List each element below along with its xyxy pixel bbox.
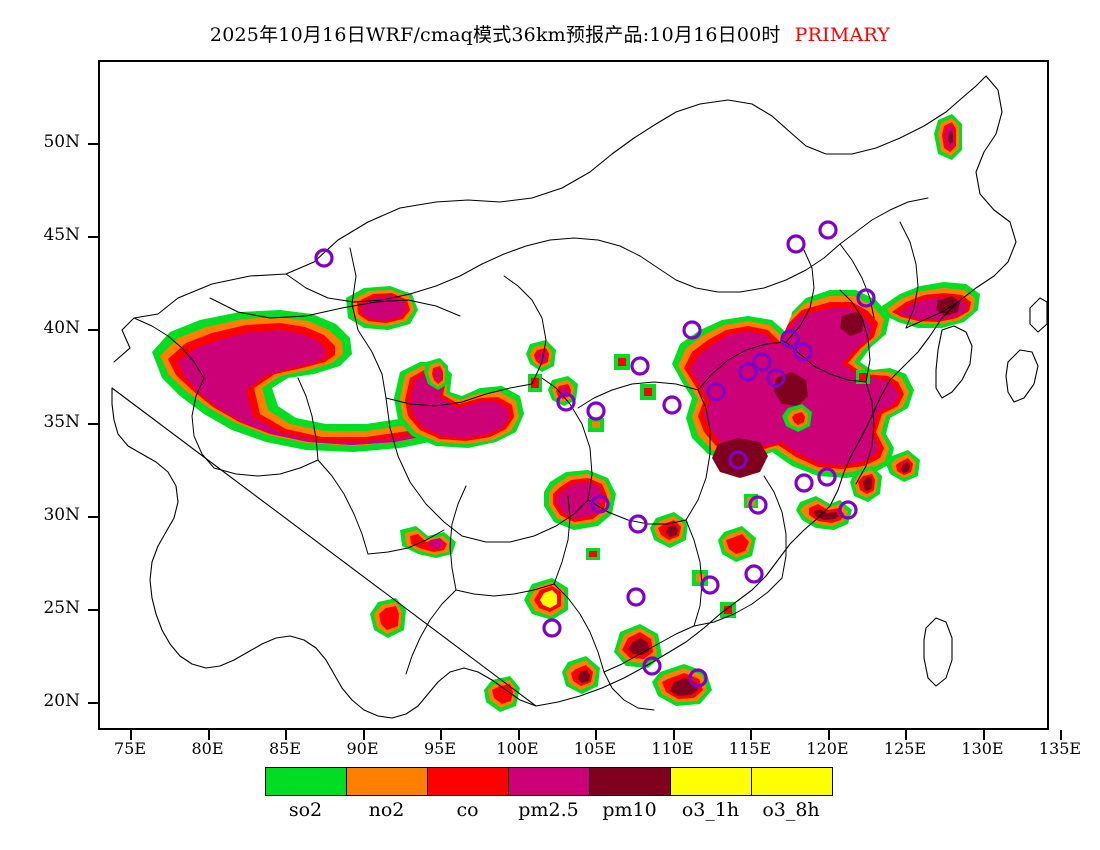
field-gansu-patch <box>526 340 556 372</box>
title-primary-badge: PRIMARY <box>794 24 891 46</box>
x-axis-tick <box>130 730 132 740</box>
legend-swatch-no2[interactable] <box>347 768 428 795</box>
field-hunan-patch <box>370 598 406 638</box>
field-guangdong-west <box>562 656 600 694</box>
legend-swatch-co[interactable] <box>428 768 509 795</box>
legend-label-o31h: o3_1h <box>681 799 740 821</box>
field-shandong-coast <box>782 404 812 432</box>
x-axis-label: 115E <box>728 739 772 758</box>
y-axis-label: 45N <box>43 225 80 246</box>
field-pearl-river-delta <box>652 664 712 706</box>
legend-labels: so2 no2 co pm2.5 pm10 o3_1h o3_8h <box>265 797 831 823</box>
legend-swatch-o31h[interactable] <box>671 768 752 795</box>
y-axis-label: 40N <box>43 318 80 339</box>
x-axis-label: 130E <box>961 739 1004 758</box>
x-axis-tick <box>905 730 907 740</box>
title-main-text: 2025年10月16日WRF/cmaq模式36km预报产品:10月16日00时 <box>209 24 781 46</box>
field-sichuan-basin <box>544 470 616 530</box>
legend-swatch-pm25[interactable] <box>509 768 590 795</box>
x-axis-label: 100E <box>496 739 539 758</box>
y-axis-tick <box>88 515 98 518</box>
y-axis-tick <box>88 702 98 704</box>
field-north-china-plain <box>672 290 914 478</box>
field-anhui-patch <box>718 526 756 562</box>
field-yunnan-patches <box>400 526 456 558</box>
field-tarim-basin <box>152 310 480 452</box>
x-axis-label: 90E <box>346 739 379 758</box>
field-northeast-china <box>882 282 980 328</box>
x-axis-tick <box>207 730 210 740</box>
legend-label-no2: no2 <box>368 799 405 821</box>
x-axis-tick <box>827 730 830 740</box>
x-axis-label: 85E <box>268 739 302 758</box>
x-axis-label: 75E <box>113 739 147 758</box>
x-axis-tick <box>982 730 985 740</box>
x-axis-label: 105E <box>573 739 617 758</box>
field-hubei-patch <box>650 512 688 548</box>
y-axis-tick <box>88 422 98 425</box>
x-axis-tick <box>440 730 442 740</box>
legend-swatch-o38h[interactable] <box>752 768 832 795</box>
legend-colorbar[interactable] <box>265 767 833 796</box>
x-axis-tick <box>672 730 675 740</box>
field-ningxia-patch <box>548 376 578 406</box>
field-shaanxi-patch <box>424 358 448 390</box>
y-axis-label: 35N <box>43 411 80 432</box>
legend-swatch-so2[interactable] <box>266 768 347 795</box>
field-hangzhou-bay <box>886 450 920 482</box>
field-yangtze-delta <box>796 496 852 530</box>
field-scattered-cells <box>528 354 870 618</box>
x-axis-tick <box>750 730 752 740</box>
x-axis-tick <box>285 730 287 740</box>
y-axis-label: 25N <box>43 597 80 618</box>
y-axis-label: 50N <box>43 132 80 152</box>
legend-label-pm25: pm2.5 <box>518 799 579 821</box>
station-markers <box>314 220 876 688</box>
x-axis-tick <box>362 730 365 740</box>
field-qaidam-basin <box>394 362 524 448</box>
legend-label-pm10: pm10 <box>602 799 657 821</box>
y-axis-tick <box>88 329 98 332</box>
page-title: 2025年10月16日WRF/cmaq模式36km预报产品:10月16日00时 P… <box>0 20 1100 47</box>
legend-label-o38h: o3_8h <box>762 799 820 821</box>
x-axis-label: 110E <box>651 739 694 758</box>
field-guangxi-patch <box>484 676 520 712</box>
legend-label-co: co <box>456 799 479 821</box>
x-axis-tick <box>595 730 597 740</box>
x-axis-label: 135E <box>1038 739 1082 758</box>
y-axis-tick <box>88 236 98 239</box>
x-axis-label: 125E <box>883 739 927 758</box>
legend-swatch-pm10[interactable] <box>590 768 671 795</box>
y-axis-label: 30N <box>43 504 80 525</box>
field-jiangxi-ozone <box>524 578 568 620</box>
x-axis-tick <box>1060 730 1062 740</box>
map-plot-area[interactable]: .bd{fill:none;stroke:#000;stroke-width:1… <box>98 60 1049 730</box>
x-axis-tick <box>517 730 520 740</box>
map-canvas: .bd{fill:none;stroke:#000;stroke-width:1… <box>111 75 1047 719</box>
y-axis-label: 20N <box>43 691 80 711</box>
x-axis-label: 95E <box>423 739 457 758</box>
legend-label-so2: so2 <box>288 799 323 821</box>
y-axis-tick <box>88 143 98 145</box>
x-axis-label: 120E <box>806 739 849 758</box>
field-heilongjiang-spur <box>934 114 962 160</box>
y-axis-tick <box>88 608 98 611</box>
x-axis-label: 80E <box>191 739 224 758</box>
